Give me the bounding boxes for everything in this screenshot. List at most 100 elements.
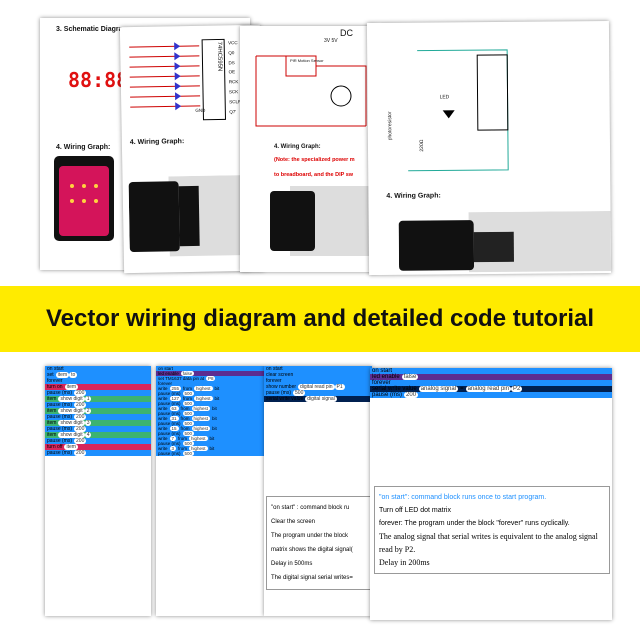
block-arg: show digit: [58, 432, 85, 438]
code-block: pause (ms) 500: [264, 390, 372, 396]
block-arg: bit: [214, 386, 220, 391]
block-arg: false: [401, 374, 419, 380]
block-arg: show digit: [58, 396, 85, 402]
pin: OE: [228, 69, 236, 75]
event-block: clear screen: [264, 372, 372, 378]
block-label: show number: [266, 384, 297, 390]
block-label: pause (ms): [47, 414, 73, 420]
code-block: serial write value digital signal: [264, 396, 372, 402]
code-block: pause (ms) 200: [45, 426, 151, 432]
wiring-heading: 4. Wiring Graph:: [386, 192, 441, 200]
code-block: write 127 from highest bit: [156, 396, 264, 401]
block-arg: 500: [182, 441, 195, 446]
wiring-heading: 4. Wiring Graph:: [274, 144, 321, 150]
block-arg: 4: [84, 432, 92, 438]
block-arg: 200: [74, 414, 87, 420]
led-label: LED: [439, 94, 450, 101]
block-label: item: [47, 396, 57, 402]
page-74hc595: 74HC595N VCC Q0 DS OE RCK SCK SCLR Q7' GND 4. W…: [119, 24, 265, 274]
block-arg: 500: [182, 451, 195, 456]
block-arg: highest: [191, 406, 211, 411]
block-label: pause (ms): [47, 450, 73, 456]
block-label: write: [158, 386, 168, 391]
block-arg: bit: [212, 406, 217, 411]
block-label: item: [47, 432, 57, 438]
block-arg: 500: [293, 390, 306, 396]
block-label: pause (ms): [47, 402, 73, 408]
code-block: pause (ms) 200: [370, 392, 612, 398]
block-label: led enable: [158, 371, 179, 376]
code-block: item show digit 1: [45, 396, 151, 402]
block-arg: analog read pin: [465, 386, 511, 392]
block-label: turn off: [47, 444, 63, 450]
block-arg: 3: [84, 420, 92, 426]
page-code: on start set item to forever turn on item pause…: [45, 366, 151, 616]
seven-seg: 88:88: [68, 68, 129, 92]
block-label: pause (ms): [158, 451, 181, 456]
microbit: [54, 156, 114, 241]
block-label: write: [158, 436, 168, 441]
block-label: pause (ms): [158, 411, 181, 416]
code-block: pause (ms) 200: [45, 402, 151, 408]
block-arg: highest: [194, 386, 213, 391]
block-arg: bit: [212, 416, 217, 421]
event-block: on start: [264, 366, 372, 372]
note: to breadboard, and the DIP sw: [274, 172, 354, 178]
note-line: The program under the block: [271, 533, 349, 539]
block-label: write: [158, 426, 168, 431]
code-block: pause (ms) 500: [156, 391, 264, 396]
block-arg: P1: [334, 384, 345, 390]
code-block: pause (ms) 200: [45, 438, 151, 444]
wiring-heading: 4. Wiring Graph:: [129, 138, 185, 147]
code-block: pause (ms) 200: [45, 414, 151, 420]
block-label: pause (ms): [158, 391, 181, 396]
block-label: pause (ms): [47, 390, 73, 396]
block-arg: item: [55, 372, 70, 378]
block-label: serial write value: [372, 386, 417, 392]
event-block: forever: [45, 378, 151, 384]
pin: DS: [228, 59, 235, 65]
circuit: [255, 55, 367, 127]
note-line: matrix shows the digital signal(: [271, 547, 353, 553]
block-arg: from: [178, 446, 188, 451]
block-label: item: [47, 408, 57, 414]
block-label: on start: [372, 368, 393, 374]
page-code: on start led enable false set TM1637 data p…: [156, 366, 264, 616]
circuit: [408, 49, 509, 172]
code-block: led enable false: [370, 374, 612, 380]
code-block: set TM1637 data pin at P8: [156, 376, 264, 381]
block-arg: 500: [182, 401, 195, 406]
block-arg: 255: [169, 386, 182, 391]
block-label: serial write value: [266, 396, 304, 402]
block-label: turn on: [47, 384, 63, 390]
block-label: write: [158, 446, 168, 451]
block-arg: item: [64, 444, 78, 450]
sensor-label: photoresistor: [387, 111, 394, 141]
event-block: forever: [264, 378, 372, 384]
block-arg: false: [180, 371, 195, 376]
event-block: on start: [45, 366, 151, 372]
block-arg: from: [178, 436, 188, 441]
block-label: on start: [47, 366, 64, 372]
block-arg: 500: [182, 431, 195, 436]
code-block: pause (ms) 500: [156, 441, 264, 446]
block-label: pause (ms): [158, 431, 181, 436]
chip-label: 74HC595N: [215, 41, 223, 72]
block-label: forever: [47, 378, 63, 384]
code-block: serial write value analog signal = analog r…: [370, 386, 612, 392]
pin: Q0: [228, 50, 235, 56]
block-arg: show digit: [58, 408, 85, 414]
block-label: write: [158, 406, 168, 411]
block-arg: highest: [194, 396, 213, 401]
note-line: The analog signal that serial writes is …: [379, 532, 598, 554]
note-line: Delay in 500ms: [271, 561, 313, 567]
block-arg: P8: [205, 376, 216, 381]
block-arg: item: [64, 384, 79, 390]
block-label: clear screen: [266, 372, 294, 378]
block-label: set: [47, 372, 54, 378]
block-arg: 200: [74, 390, 87, 396]
block-arg: 200: [74, 450, 87, 456]
block-label: write: [158, 396, 168, 401]
code-block: write 15 from highest bit: [156, 426, 264, 431]
